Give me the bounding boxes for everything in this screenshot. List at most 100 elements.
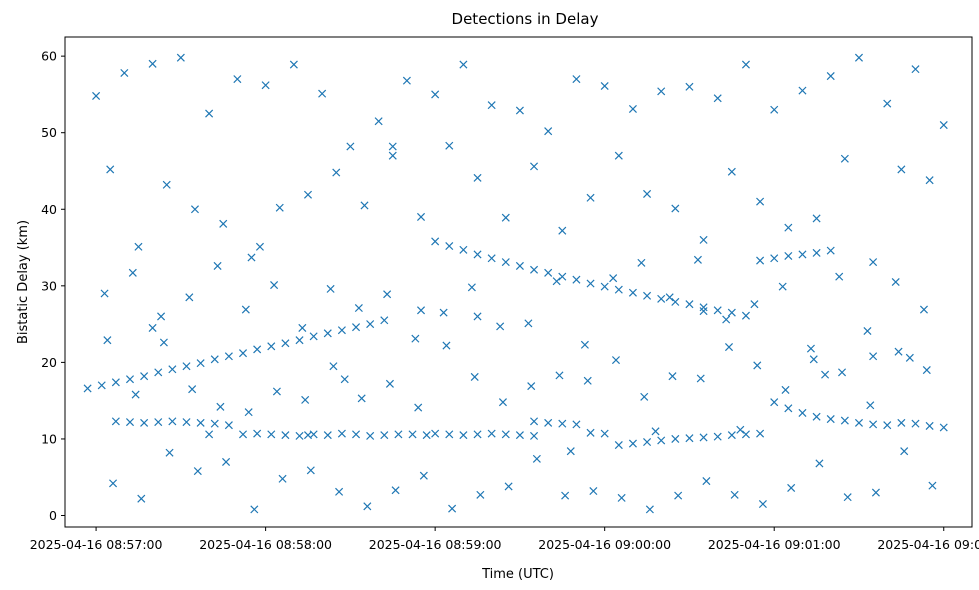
data-point bbox=[699, 303, 708, 312]
data-point bbox=[699, 235, 708, 244]
data-point bbox=[693, 255, 702, 264]
plot-frame bbox=[64, 36, 973, 528]
x-tick-label: 2025-04-16 09:00:00 bbox=[538, 537, 671, 552]
data-point bbox=[157, 312, 166, 321]
data-point bbox=[826, 246, 835, 255]
data-point bbox=[838, 368, 847, 377]
data-point bbox=[416, 212, 426, 221]
data-point bbox=[140, 372, 149, 381]
data-point bbox=[140, 418, 149, 427]
data-point bbox=[148, 323, 157, 332]
data-point bbox=[445, 430, 454, 439]
data-point bbox=[100, 289, 109, 298]
x-axis-title: Time (UTC) bbox=[481, 567, 554, 582]
x-tick-label: 2025-04-16 08:59:00 bbox=[369, 537, 502, 552]
data-point bbox=[154, 368, 163, 377]
data-point bbox=[826, 72, 835, 81]
data-point bbox=[270, 281, 279, 290]
data-point bbox=[657, 436, 666, 445]
data-point bbox=[866, 401, 875, 410]
data-point bbox=[939, 423, 948, 432]
data-point bbox=[414, 403, 423, 412]
data-point bbox=[787, 483, 796, 492]
data-point bbox=[628, 104, 637, 113]
data-point bbox=[233, 75, 242, 84]
data-point bbox=[498, 398, 507, 407]
data-point bbox=[97, 381, 106, 390]
data-point bbox=[835, 272, 844, 281]
data-point bbox=[530, 162, 539, 171]
series-3 bbox=[756, 246, 835, 265]
data-point bbox=[756, 197, 765, 206]
data-point bbox=[614, 151, 623, 160]
data-point bbox=[222, 457, 231, 466]
data-point bbox=[696, 374, 705, 383]
data-point bbox=[411, 334, 420, 343]
data-point bbox=[713, 432, 722, 441]
data-point bbox=[182, 418, 191, 427]
data-point bbox=[770, 105, 779, 114]
data-point bbox=[561, 491, 570, 500]
data-point bbox=[555, 371, 564, 380]
data-point bbox=[261, 81, 270, 90]
series-0 bbox=[111, 398, 948, 450]
y-tick-label: 20 bbox=[41, 355, 57, 370]
data-point bbox=[671, 204, 680, 213]
chart-title: Detections in Delay bbox=[452, 10, 599, 28]
data-point bbox=[431, 237, 440, 246]
data-point bbox=[238, 349, 248, 358]
y-axis: 0 10 20 30 40 50 60 bbox=[41, 49, 65, 523]
data-point bbox=[784, 404, 793, 413]
data-point bbox=[504, 482, 513, 491]
data-point bbox=[871, 488, 880, 497]
data-point bbox=[388, 142, 397, 151]
data-point bbox=[580, 340, 589, 349]
data-point bbox=[798, 86, 807, 95]
data-point bbox=[134, 242, 143, 251]
data-point bbox=[702, 477, 711, 486]
data-point bbox=[544, 268, 553, 277]
data-point bbox=[863, 326, 872, 336]
data-point bbox=[600, 81, 609, 91]
data-point bbox=[125, 375, 135, 384]
data-point bbox=[741, 430, 750, 439]
y-tick-label: 60 bbox=[41, 49, 57, 64]
data-point bbox=[798, 250, 807, 259]
data-point bbox=[784, 223, 793, 232]
data-point bbox=[391, 486, 400, 495]
data-point bbox=[439, 308, 448, 317]
data-point bbox=[501, 258, 510, 267]
series-2 bbox=[431, 237, 750, 320]
data-point bbox=[363, 502, 372, 511]
data-point bbox=[586, 428, 595, 437]
data-point bbox=[713, 94, 722, 103]
data-point bbox=[422, 431, 431, 440]
data-point bbox=[374, 117, 383, 126]
data-point bbox=[589, 486, 598, 496]
data-point bbox=[727, 167, 736, 176]
y-tick-label: 0 bbox=[49, 508, 57, 523]
data-point bbox=[346, 142, 355, 151]
data-point bbox=[182, 362, 191, 371]
data-point bbox=[928, 481, 937, 490]
data-point bbox=[891, 277, 900, 287]
data-point bbox=[306, 466, 315, 475]
data-point bbox=[445, 241, 454, 251]
data-point bbox=[416, 306, 426, 315]
data-point bbox=[445, 141, 454, 150]
data-point bbox=[278, 474, 287, 483]
data-point bbox=[165, 448, 174, 457]
data-point bbox=[784, 251, 793, 260]
data-point bbox=[224, 352, 233, 361]
data-point bbox=[473, 250, 482, 259]
data-point bbox=[883, 421, 892, 430]
data-point bbox=[674, 491, 683, 500]
data-point bbox=[205, 109, 214, 118]
data-point bbox=[448, 504, 457, 513]
data-point bbox=[323, 431, 332, 440]
data-point bbox=[103, 336, 112, 345]
data-point bbox=[778, 282, 787, 291]
data-point bbox=[309, 332, 318, 341]
data-point bbox=[640, 392, 649, 401]
